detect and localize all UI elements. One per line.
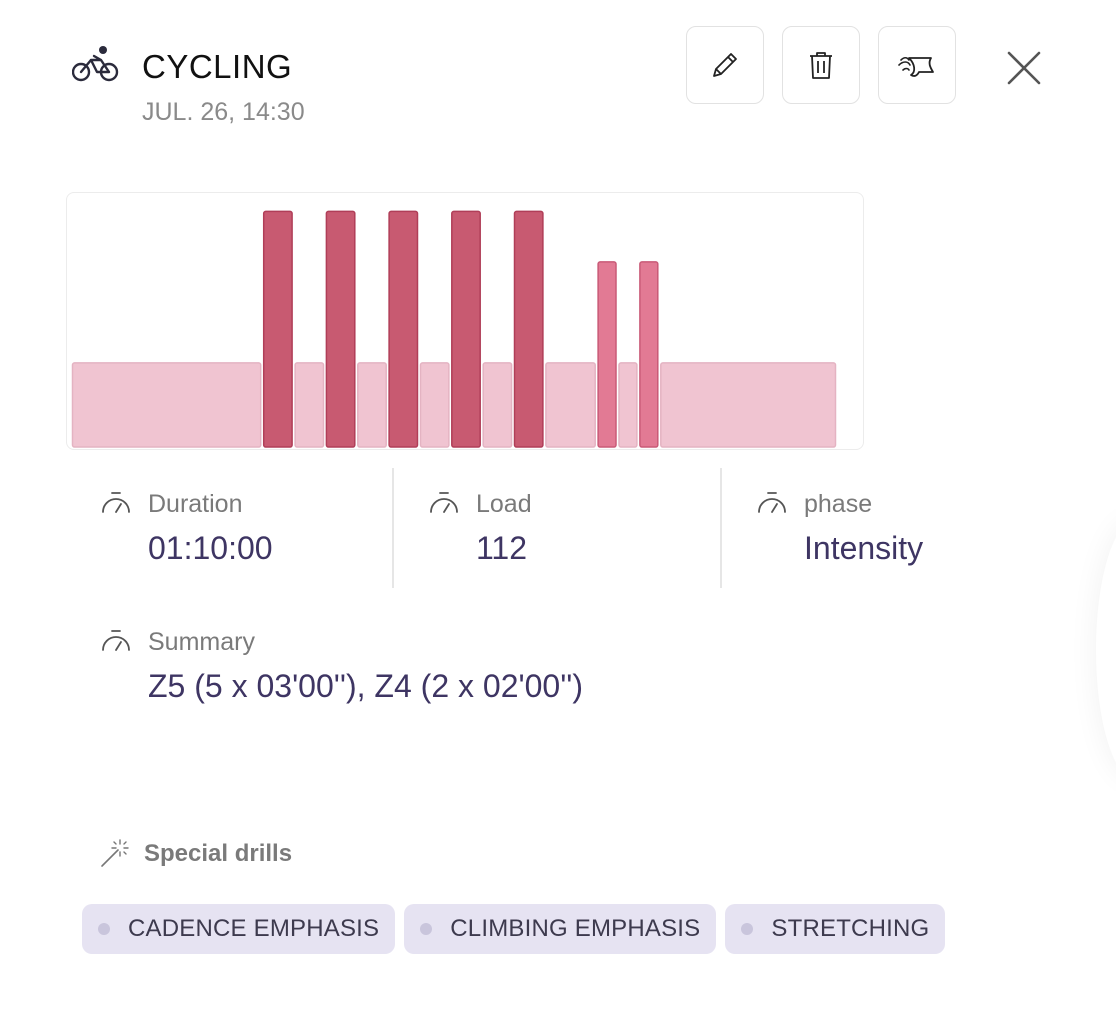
drill-tag-label: CLIMBING EMPHASIS — [450, 915, 701, 942]
interval-bar-15[interactable] — [660, 362, 837, 448]
interval-bar-12[interactable] — [597, 261, 617, 448]
close-icon — [1007, 51, 1041, 85]
side-panel-edge — [1096, 520, 1116, 780]
interval-bar-3[interactable] — [294, 362, 325, 448]
gauge-icon — [758, 492, 786, 513]
workout-title: CYCLING — [142, 48, 293, 85]
gauge-icon — [102, 630, 130, 651]
workout-date: JUL. 26, 14:30 — [142, 98, 305, 126]
cyclist-icon — [72, 46, 119, 82]
interval-bar-1[interactable] — [71, 362, 262, 448]
workout-intensity-chart — [66, 192, 864, 450]
load-label: Load — [476, 490, 532, 518]
interval-bar-11[interactable] — [545, 362, 596, 448]
interval-bar-6[interactable] — [388, 210, 419, 448]
stat-divider — [720, 468, 722, 588]
phase-value: Intensity — [804, 530, 924, 566]
stat-divider — [392, 468, 394, 588]
interval-bar-8[interactable] — [451, 210, 481, 448]
interval-bar-13[interactable] — [618, 362, 638, 448]
edit-button[interactable] — [686, 26, 764, 104]
close-button[interactable] — [1004, 48, 1044, 88]
tag-dot — [420, 923, 433, 935]
interval-bar-4[interactable] — [325, 210, 356, 448]
gauge-icon — [102, 492, 130, 513]
drill-tag[interactable]: CADENCE EMPHASIS — [82, 904, 396, 954]
drill-tag-label: STRETCHING — [771, 915, 930, 942]
drill-tag[interactable]: CLIMBING EMPHASIS — [404, 904, 717, 954]
summary-value: Z5 (5 x 03'00''), Z4 (2 x 02'00'') — [148, 668, 584, 704]
intensity-chart-svg — [71, 210, 837, 448]
interval-bar-5[interactable] — [357, 362, 387, 448]
drill-tags: CADENCE EMPHASIS CLIMBING EMPHASIS STRET… — [82, 904, 946, 954]
drill-tag-label: CADENCE EMPHASIS — [128, 915, 380, 942]
drill-tag[interactable]: STRETCHING — [725, 904, 946, 954]
load-value: 112 — [476, 530, 528, 566]
special-drills-label: Special drills — [144, 840, 293, 867]
interval-bar-2[interactable] — [262, 210, 293, 448]
duration-value: 01:10:00 — [148, 530, 273, 566]
route-scroll-icon — [898, 56, 934, 77]
duration-label: Duration — [148, 490, 243, 518]
route-button[interactable] — [878, 26, 956, 104]
interval-bar-10[interactable] — [513, 210, 544, 448]
interval-bar-14[interactable] — [639, 261, 659, 448]
delete-button[interactable] — [782, 26, 860, 104]
tag-dot — [741, 923, 754, 935]
tag-dot — [98, 923, 110, 935]
gauge-icon — [430, 492, 458, 513]
pencil-icon — [713, 53, 737, 77]
interval-bar-7[interactable] — [419, 362, 450, 448]
magic-wand-icon — [101, 839, 129, 867]
summary-label: Summary — [148, 628, 255, 656]
trash-icon — [810, 52, 832, 79]
phase-label: phase — [804, 490, 873, 518]
interval-bar-9[interactable] — [482, 362, 513, 448]
